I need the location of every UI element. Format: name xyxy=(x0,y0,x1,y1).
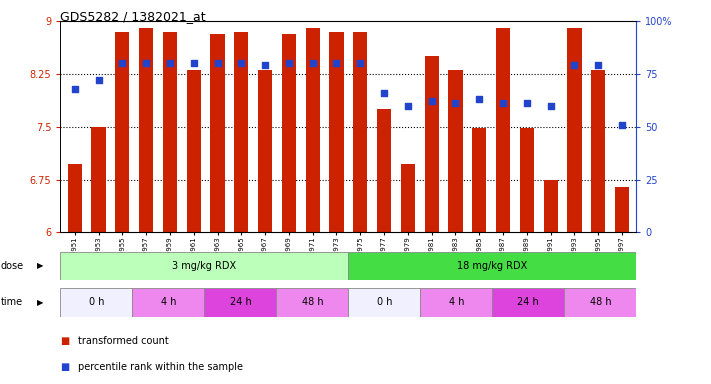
Text: 4 h: 4 h xyxy=(449,297,464,308)
Text: GDS5282 / 1382021_at: GDS5282 / 1382021_at xyxy=(60,10,206,23)
Text: 0 h: 0 h xyxy=(377,297,392,308)
Bar xyxy=(420,288,493,317)
Point xyxy=(283,60,294,66)
Point xyxy=(402,103,414,109)
Bar xyxy=(353,32,368,232)
Bar xyxy=(163,32,177,232)
Point xyxy=(592,62,604,68)
Bar xyxy=(132,288,205,317)
Point xyxy=(355,60,366,66)
Point xyxy=(69,86,80,92)
Bar xyxy=(567,28,582,232)
Text: 0 h: 0 h xyxy=(89,297,105,308)
Point xyxy=(117,60,128,66)
Bar xyxy=(282,34,296,232)
Bar xyxy=(258,70,272,232)
Text: ▶: ▶ xyxy=(37,298,43,307)
Bar xyxy=(348,288,420,317)
Bar xyxy=(115,32,129,232)
Bar xyxy=(449,70,463,232)
Bar xyxy=(520,128,534,232)
Text: 4 h: 4 h xyxy=(161,297,176,308)
Text: 24 h: 24 h xyxy=(518,297,539,308)
Text: ▶: ▶ xyxy=(37,262,43,270)
Point xyxy=(521,101,533,107)
Bar xyxy=(92,127,106,232)
Bar xyxy=(306,28,320,232)
Text: ■: ■ xyxy=(60,336,70,346)
Text: 3 mg/kg RDX: 3 mg/kg RDX xyxy=(172,261,237,271)
Point xyxy=(307,60,319,66)
Point xyxy=(545,103,557,109)
Point xyxy=(426,98,437,104)
Bar xyxy=(186,70,201,232)
Point xyxy=(569,62,580,68)
Bar xyxy=(60,252,348,280)
Bar xyxy=(565,288,636,317)
Text: ■: ■ xyxy=(60,362,70,372)
Bar xyxy=(377,109,391,232)
Bar xyxy=(329,32,343,232)
Point xyxy=(450,101,461,107)
Bar xyxy=(424,56,439,232)
Point xyxy=(474,96,485,103)
Bar xyxy=(493,288,565,317)
Text: 18 mg/kg RDX: 18 mg/kg RDX xyxy=(457,261,528,271)
Bar xyxy=(205,288,277,317)
Point xyxy=(93,77,105,83)
Text: transformed count: transformed count xyxy=(78,336,169,346)
Bar xyxy=(615,187,629,232)
Text: dose: dose xyxy=(1,261,24,271)
Bar xyxy=(472,128,486,232)
Bar xyxy=(591,70,605,232)
Bar xyxy=(68,164,82,232)
Bar xyxy=(543,180,558,232)
Bar xyxy=(210,34,225,232)
Point xyxy=(188,60,199,66)
Point xyxy=(140,60,151,66)
Point xyxy=(498,101,509,107)
Text: 48 h: 48 h xyxy=(589,297,611,308)
Bar xyxy=(234,32,248,232)
Bar xyxy=(496,28,510,232)
Point xyxy=(378,90,390,96)
Text: percentile rank within the sample: percentile rank within the sample xyxy=(78,362,243,372)
Text: time: time xyxy=(1,297,23,308)
Point xyxy=(616,121,628,127)
Text: 48 h: 48 h xyxy=(301,297,324,308)
Bar xyxy=(60,288,132,317)
Text: 24 h: 24 h xyxy=(230,297,251,308)
Bar xyxy=(401,164,415,232)
Point xyxy=(235,60,247,66)
Bar xyxy=(139,28,154,232)
Point xyxy=(164,60,176,66)
Point xyxy=(260,62,271,68)
Bar xyxy=(348,252,636,280)
Bar xyxy=(277,288,348,317)
Point xyxy=(212,60,223,66)
Point xyxy=(331,60,342,66)
